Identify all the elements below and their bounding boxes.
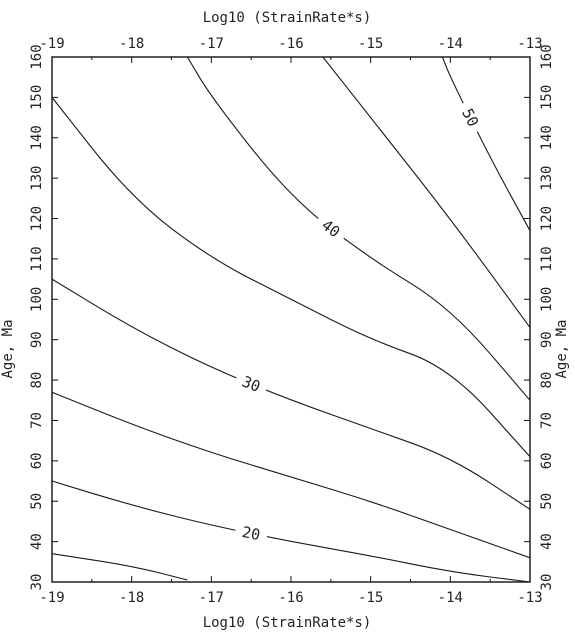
x-tick-label-top-0: -19: [39, 36, 64, 52]
y-tick-label-right-1: 40: [539, 533, 555, 550]
y-tick-label-right-4: 70: [539, 412, 555, 429]
contour-label-bg-7: [455, 99, 486, 136]
y-tick-label-left-10: 130: [29, 166, 45, 191]
contour-line-6: [322, 56, 531, 328]
y-tick-label-left-4: 70: [29, 412, 45, 429]
y-tick-label-right-9: 120: [539, 206, 555, 231]
x-tick-label-top-2: -17: [199, 36, 224, 52]
contour-line-1: [51, 480, 531, 583]
x-tick-label-bottom-2: -17: [199, 590, 224, 606]
x-tick-label-bottom-4: -15: [358, 590, 383, 606]
y-tick-label-left-6: 90: [29, 331, 45, 348]
x-tick-label-bottom-6: -13: [517, 590, 542, 606]
y-tick-label-right-5: 80: [539, 372, 555, 389]
y-axis-title-right: Age, Ma: [554, 319, 570, 378]
y-tick-label-right-6: 90: [539, 331, 555, 348]
contour-label-bg-3: [232, 369, 270, 399]
x-tick-label-top-3: -16: [278, 36, 303, 52]
y-tick-label-left-8: 110: [29, 246, 45, 271]
y-tick-label-left-1: 40: [29, 533, 45, 550]
y-tick-label-left-11: 140: [29, 125, 45, 150]
y-tick-label-right-11: 140: [539, 125, 555, 150]
contour-line-0: [51, 553, 188, 581]
y-tick-label-right-8: 110: [539, 246, 555, 271]
x-axis-title-bottom: Log10 (StrainRate*s): [203, 615, 372, 631]
x-axis-title-top: Log10 (StrainRate*s): [203, 10, 372, 26]
y-tick-label-left-13: 160: [29, 44, 45, 69]
y-tick-label-right-13: 160: [539, 44, 555, 69]
y-tick-label-left-7: 100: [29, 287, 45, 312]
contour-label-bg-5: [312, 211, 350, 246]
x-tick-label-bottom-5: -14: [438, 590, 463, 606]
y-tick-label-left-12: 150: [29, 85, 45, 110]
x-tick-label-top-6: -13: [517, 36, 542, 52]
y-tick-label-left-9: 120: [29, 206, 45, 231]
y-tick-label-right-12: 150: [539, 85, 555, 110]
y-tick-label-right-3: 60: [539, 452, 555, 469]
y-tick-label-left-0: 30: [29, 574, 45, 591]
contour-line-2: [51, 391, 531, 559]
y-tick-label-right-10: 130: [539, 166, 555, 191]
contour-label-bg-1: [233, 521, 269, 546]
x-tick-label-top-4: -15: [358, 36, 383, 52]
contour-line-7: [441, 56, 531, 231]
contour-line-4: [51, 97, 531, 458]
x-tick-label-top-1: -18: [119, 36, 144, 52]
contour-label-1: 20: [241, 523, 262, 544]
y-tick-label-right-7: 100: [539, 287, 555, 312]
y-axis-title-left: Age, Ma: [0, 319, 16, 378]
x-tick-label-top-5: -14: [438, 36, 463, 52]
x-tick-label-bottom-1: -18: [119, 590, 144, 606]
x-tick-label-bottom-0: -19: [39, 590, 64, 606]
y-tick-label-left-2: 50: [29, 493, 45, 510]
contour-line-5: [186, 56, 531, 401]
y-tick-label-right-0: 30: [539, 574, 555, 591]
contour-line-3: [51, 278, 531, 510]
x-tick-label-bottom-3: -16: [278, 590, 303, 606]
y-tick-label-right-2: 50: [539, 493, 555, 510]
y-tick-label-left-3: 60: [29, 452, 45, 469]
y-tick-label-left-5: 80: [29, 372, 45, 389]
contour-label-3: 30: [239, 372, 263, 395]
